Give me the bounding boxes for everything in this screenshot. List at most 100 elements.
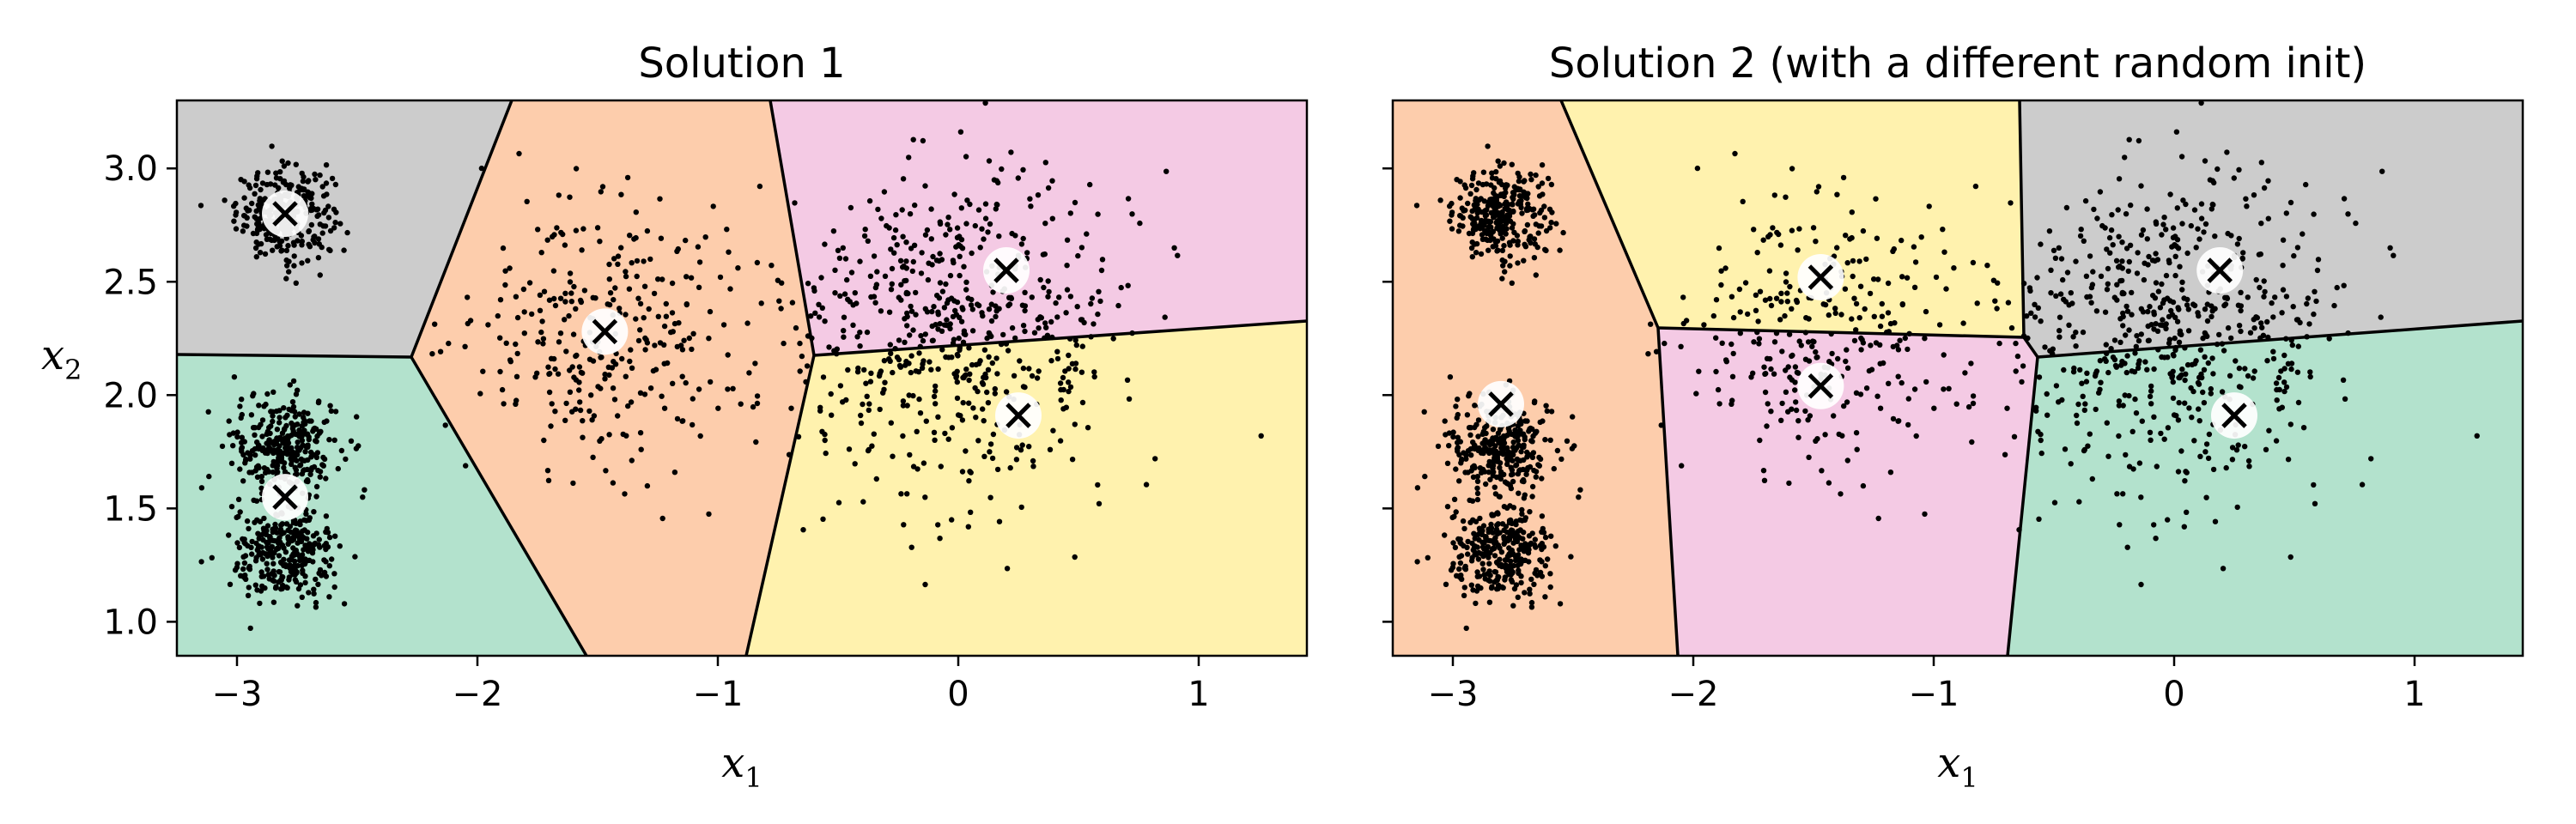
data-point <box>1012 233 1018 239</box>
data-point <box>2198 215 2205 221</box>
data-point <box>1058 397 1064 403</box>
data-point <box>1450 540 1456 546</box>
data-point <box>209 554 215 560</box>
data-point <box>696 386 702 392</box>
data-point <box>1533 566 1540 573</box>
data-point <box>198 485 205 491</box>
data-point <box>1494 510 1500 517</box>
data-point <box>1783 279 1789 285</box>
data-point <box>1089 295 1096 301</box>
data-point <box>857 258 863 264</box>
data-point <box>954 225 961 231</box>
data-point <box>344 229 350 236</box>
data-point <box>288 451 295 457</box>
data-point <box>2066 322 2072 328</box>
data-point <box>1515 594 1522 600</box>
data-point <box>935 366 941 373</box>
data-point <box>637 430 644 436</box>
x-tick-label: −3 <box>212 675 263 714</box>
data-point <box>2106 234 2113 241</box>
data-point <box>577 407 584 414</box>
data-point <box>789 300 796 306</box>
data-point <box>2265 334 2271 341</box>
data-point <box>2200 335 2206 342</box>
data-point <box>904 403 910 409</box>
data-point <box>619 355 625 362</box>
data-point <box>1843 233 1849 239</box>
data-point <box>1479 232 1485 238</box>
data-point <box>231 374 238 380</box>
data-point <box>1088 334 1094 340</box>
data-point <box>1486 599 1493 605</box>
region-yellow <box>746 321 1307 656</box>
data-point <box>2182 377 2188 384</box>
data-point <box>502 268 508 274</box>
data-point <box>903 258 909 264</box>
data-point <box>1716 245 1722 251</box>
data-point <box>1849 316 1855 322</box>
data-point <box>1115 302 1121 309</box>
data-point <box>269 448 276 454</box>
data-point <box>903 239 909 245</box>
data-point <box>1810 225 1817 231</box>
data-point <box>659 393 665 399</box>
data-point <box>320 193 327 199</box>
data-point <box>299 552 306 558</box>
data-point <box>2008 324 2015 331</box>
data-point <box>957 253 963 259</box>
data-point <box>985 400 992 406</box>
data-point <box>2253 276 2259 283</box>
data-point <box>2242 366 2248 372</box>
data-point <box>840 399 846 405</box>
data-point <box>899 207 905 213</box>
data-point <box>933 388 939 394</box>
data-point <box>295 533 301 539</box>
data-point <box>1867 290 1874 297</box>
data-point <box>1017 358 1023 364</box>
data-point <box>892 346 898 352</box>
data-point <box>2345 330 2351 336</box>
data-point <box>254 547 260 553</box>
data-point <box>521 330 527 336</box>
data-point <box>690 396 696 402</box>
data-point <box>1487 573 1493 579</box>
data-point <box>1931 405 1937 411</box>
data-point <box>2261 294 2267 300</box>
data-point <box>1527 464 1534 470</box>
data-point <box>634 273 640 280</box>
centroids <box>262 191 1042 521</box>
data-point <box>1500 585 1506 591</box>
data-point <box>310 533 317 539</box>
data-point <box>1517 517 1523 523</box>
data-point <box>670 380 676 386</box>
data-point <box>1486 458 1492 465</box>
data-point <box>291 242 297 248</box>
data-point <box>331 571 337 577</box>
data-point <box>2099 222 2105 229</box>
data-point <box>2111 337 2118 343</box>
data-point <box>2038 450 2044 457</box>
data-point <box>539 318 545 324</box>
data-point <box>1779 348 1785 354</box>
data-point <box>2195 379 2202 386</box>
data-point <box>1488 182 1494 188</box>
data-point <box>2084 370 2090 376</box>
data-point <box>306 590 312 596</box>
data-point <box>321 209 327 216</box>
data-point <box>320 454 326 461</box>
data-point <box>1849 234 1855 241</box>
data-point <box>2379 168 2385 174</box>
data-point <box>618 245 624 251</box>
data-point <box>1558 456 1564 463</box>
centroid-marker <box>1478 380 1524 427</box>
data-point <box>938 464 945 470</box>
data-point <box>1421 409 1427 415</box>
data-point <box>2265 178 2271 184</box>
data-point <box>1514 233 1521 239</box>
chart-title: Solution 2 (with a different random init… <box>1549 39 2366 88</box>
data-point <box>1497 556 1503 562</box>
data-point <box>2202 158 2208 164</box>
data-point <box>811 285 817 291</box>
data-point <box>258 485 264 491</box>
data-point <box>234 433 240 440</box>
